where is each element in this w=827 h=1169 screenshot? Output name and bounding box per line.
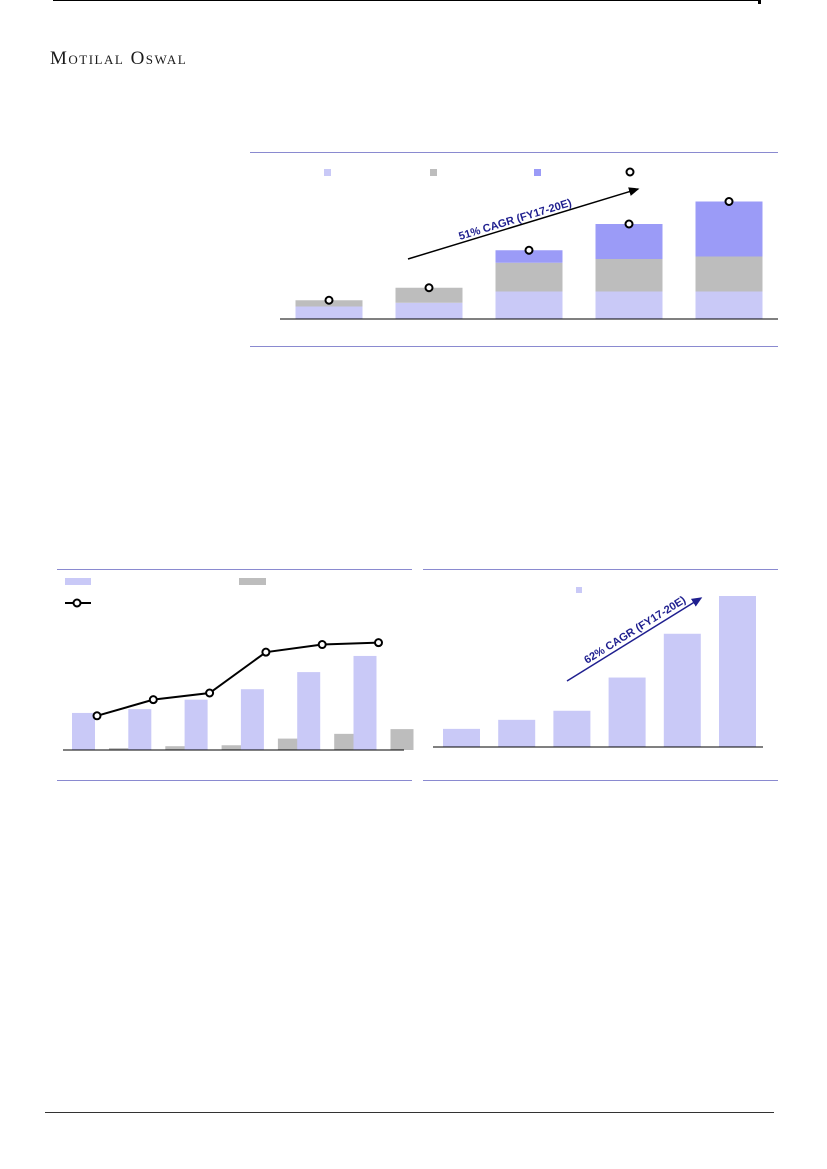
line-point-1	[324, 295, 334, 305]
footer-rule	[45, 1112, 774, 1113]
bar-2-series-2	[395, 287, 463, 303]
legend-marker-series-2	[239, 578, 266, 585]
bar-3-series-1	[184, 699, 208, 750]
bar-4-series-2	[277, 738, 301, 750]
bar-2-series-1	[128, 709, 152, 750]
line-point-2	[424, 283, 434, 293]
legend-marker-series-1	[65, 578, 91, 585]
legend-marker-series-2	[430, 169, 437, 176]
bar-5-series-3	[695, 201, 763, 257]
legend-marker-series-3	[534, 169, 541, 176]
line-point-2	[148, 695, 158, 705]
chart-3-svg: 62% CAGR (FY17-20E)	[433, 587, 763, 748]
bar-3-series-2	[495, 262, 563, 292]
bar-3-series-1	[495, 291, 563, 319]
bar-5-series-2	[695, 256, 763, 292]
line-point-3	[524, 245, 534, 255]
bar-2-series-2	[165, 746, 189, 750]
line-point-6	[374, 638, 383, 648]
legend-marker-series-1	[576, 587, 582, 593]
bar-4-series-2	[595, 259, 663, 292]
bar-5-series-1	[297, 672, 321, 750]
bar-6-series-1	[353, 655, 377, 750]
chart-1-panel: 51% CAGR (FY17-20E)	[250, 150, 778, 350]
chart-2-panel	[57, 567, 414, 784]
bar-3-series-2	[221, 745, 245, 750]
bar-1-series-2	[109, 748, 132, 750]
bar-6-series-2	[390, 729, 414, 750]
bar-6	[719, 596, 756, 747]
chart-3-panel: 62% CAGR (FY17-20E)	[423, 567, 778, 784]
bar-1	[443, 728, 480, 747]
cagr-arrow	[407, 187, 640, 260]
bar-4-series-1	[240, 689, 264, 750]
chart-1-bottom-rule	[250, 346, 778, 347]
bar-5	[663, 633, 701, 747]
chart-3-bottom-rule	[423, 780, 778, 781]
chart-2-bottom-rule	[57, 780, 412, 781]
line-point-5	[317, 640, 327, 650]
legend-marker-series-1	[324, 169, 331, 176]
bar-1-series-1	[295, 306, 363, 319]
chart-1-top-rule	[250, 152, 778, 153]
bar-4	[608, 677, 646, 747]
chart-2-svg	[63, 578, 414, 751]
brand-logo: Motilal Oswal	[50, 48, 188, 69]
line-point-4	[261, 647, 271, 657]
line-point-5	[724, 197, 734, 206]
legend-marker-line	[72, 598, 82, 608]
bar-3-series-3	[495, 250, 563, 263]
chart-3-top-rule	[423, 569, 778, 570]
top-mark-right	[758, 0, 761, 4]
line-point-4	[624, 219, 634, 229]
series-line	[96, 641, 379, 717]
line-point-1	[92, 711, 102, 721]
legend-marker-line	[625, 167, 635, 177]
line-point-3	[205, 688, 215, 698]
bar-2-series-1	[395, 302, 463, 319]
bar-4-series-3	[595, 224, 663, 259]
top-mark-left	[53, 0, 760, 1]
bar-2	[498, 719, 536, 747]
chart-2-top-rule	[57, 569, 412, 570]
bar-5-series-2	[334, 733, 358, 750]
bar-4-series-1	[595, 291, 663, 319]
cagr-label: 51% CAGR (FY17-20E)	[457, 197, 573, 243]
cagr-arrow	[566, 597, 703, 682]
bar-5-series-1	[695, 291, 763, 319]
bar-3	[553, 710, 591, 747]
chart-1-svg: 51% CAGR (FY17-20E)	[280, 167, 778, 320]
bar-1-series-1	[72, 712, 95, 750]
